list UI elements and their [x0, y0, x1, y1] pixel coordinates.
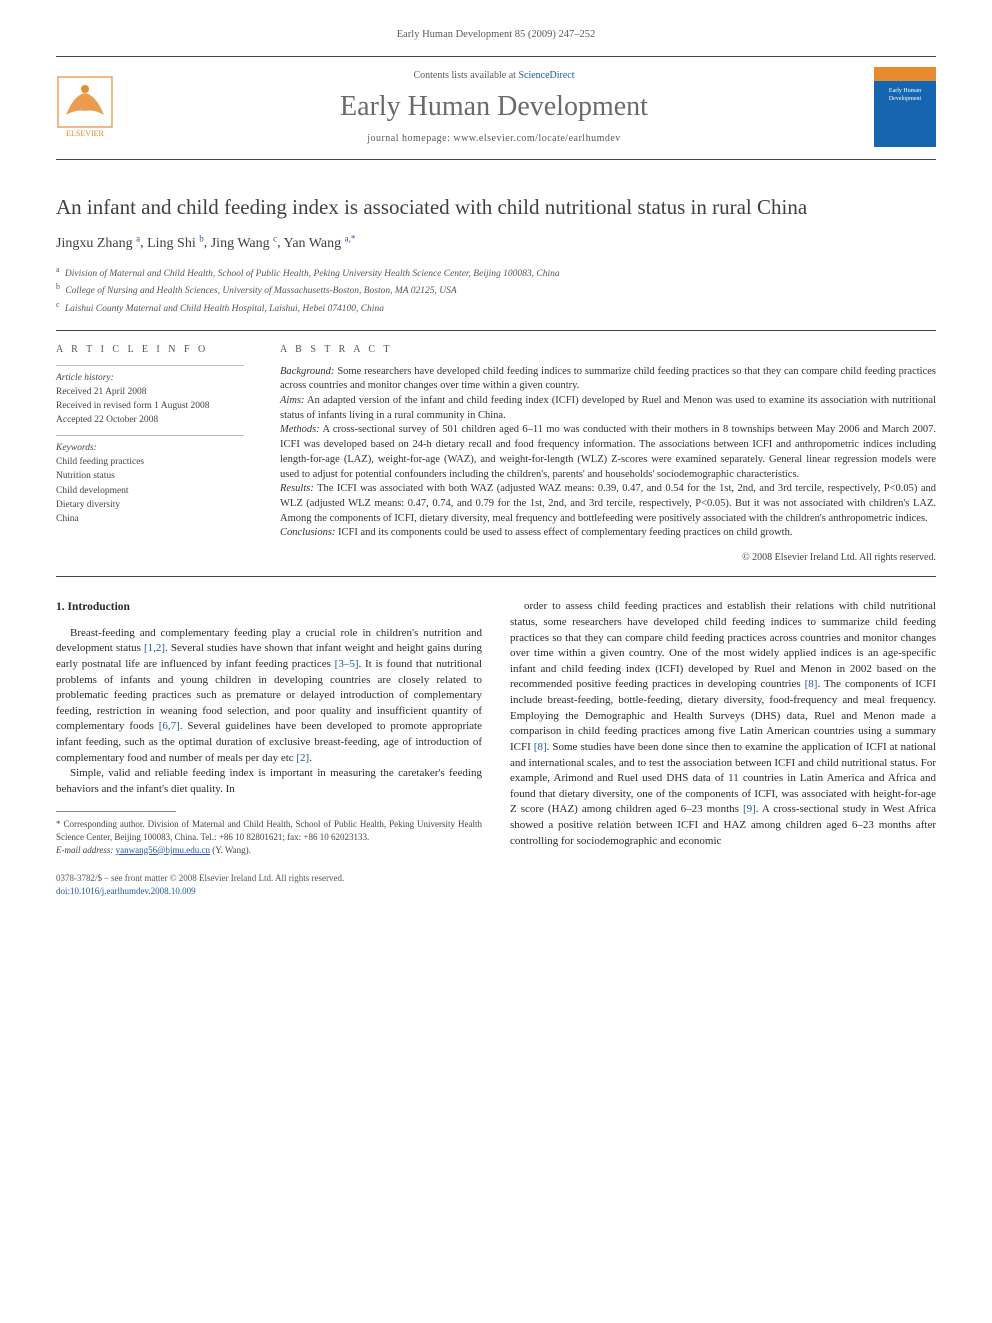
journal-name: Early Human Development — [132, 88, 856, 126]
footnote-separator — [56, 811, 176, 812]
abstract-section: Background: Some researchers have develo… — [280, 365, 936, 394]
author: Jingxu Zhang a — [56, 236, 140, 251]
journal-reference: Early Human Development 85 (2009) 247–25… — [56, 28, 936, 42]
history-line: Received 21 April 2008 — [56, 385, 244, 399]
elsevier-logo: ELSEVIER — [56, 75, 114, 139]
citation[interactable]: [1,2] — [144, 642, 165, 654]
journal-cover-thumbnail: Early Human Development — [874, 67, 936, 147]
affiliation-list: a Division of Maternal and Child Health,… — [56, 264, 936, 316]
journal-header: ELSEVIER Contents lists available at Sci… — [56, 56, 936, 160]
abstract-section: Methods: A cross-sectional survey of 501… — [280, 423, 936, 482]
body-right-column: order to assess child feeding practices … — [510, 599, 936, 856]
citation[interactable]: [8] — [534, 741, 547, 753]
citation[interactable]: [3–5] — [335, 658, 359, 670]
history-line: Accepted 22 October 2008 — [56, 413, 244, 427]
keywords-list: Child feeding practicesNutrition statusC… — [56, 455, 244, 526]
abstract-body: Background: Some researchers have develo… — [280, 365, 936, 541]
contents-list-line: Contents lists available at ScienceDirec… — [132, 69, 856, 83]
sciencedirect-link[interactable]: ScienceDirect — [518, 70, 574, 81]
keyword: China — [56, 512, 244, 526]
section-heading: 1. Introduction — [56, 599, 482, 615]
citation[interactable]: [2] — [296, 752, 309, 764]
abstract-section: Results: The ICFI was associated with bo… — [280, 482, 936, 526]
keyword: Nutrition status — [56, 469, 244, 483]
svg-text:ELSEVIER: ELSEVIER — [66, 129, 104, 138]
author-email-link[interactable]: yanwang56@bjmu.edu.cn — [116, 845, 210, 855]
article-info-heading: A R T I C L E I N F O — [56, 343, 244, 357]
page-footer: 0378-3782/$ – see front matter © 2008 El… — [56, 872, 936, 897]
article-info-column: A R T I C L E I N F O Article history: R… — [56, 331, 260, 576]
citation[interactable]: [9] — [743, 803, 756, 815]
issn-line: 0378-3782/$ – see front matter © 2008 El… — [56, 872, 936, 885]
abstract-copyright: © 2008 Elsevier Ireland Ltd. All rights … — [280, 551, 936, 565]
author: Jing Wang c — [211, 236, 277, 251]
keyword: Child feeding practices — [56, 455, 244, 469]
body-paragraph: Simple, valid and reliable feeding index… — [56, 766, 482, 797]
keyword: Child development — [56, 484, 244, 498]
email-author-suffix: (Y. Wang). — [212, 845, 251, 855]
email-label: E-mail address: — [56, 845, 113, 855]
author: Ling Shi b — [147, 236, 204, 251]
abstract-column: A B S T R A C T Background: Some researc… — [260, 331, 936, 576]
journal-homepage: journal homepage: www.elsevier.com/locat… — [132, 132, 856, 146]
article-title: An infant and child feeding index is ass… — [56, 194, 936, 220]
abstract-section: Aims: An adapted version of the infant a… — [280, 394, 936, 423]
article-history: Received 21 April 2008Received in revise… — [56, 385, 244, 428]
history-line: Received in revised form 1 August 2008 — [56, 399, 244, 413]
body-paragraph: Breast-feeding and complementary feeding… — [56, 626, 482, 766]
doi-link[interactable]: doi:10.1016/j.earlhumdev.2008.10.009 — [56, 885, 936, 898]
affiliation: b College of Nursing and Health Sciences… — [56, 281, 936, 298]
keywords-label: Keywords: — [56, 435, 244, 455]
body-left-column: 1. Introduction Breast-feeding and compl… — [56, 599, 482, 856]
author: Yan Wang a,* — [284, 236, 356, 251]
abstract-heading: A B S T R A C T — [280, 343, 936, 357]
citation[interactable]: [6,7] — [159, 720, 180, 732]
keyword: Dietary diversity — [56, 498, 244, 512]
body-paragraph: order to assess child feeding practices … — [510, 599, 936, 849]
corresponding-author-footnote: * Corresponding author. Division of Mate… — [56, 818, 482, 856]
author-list: Jingxu Zhang a, Ling Shi b, Jing Wang c,… — [56, 232, 936, 254]
citation[interactable]: [8] — [805, 678, 818, 690]
affiliation: a Division of Maternal and Child Health,… — [56, 264, 936, 281]
affiliation: c Laishui County Maternal and Child Heal… — [56, 299, 936, 316]
abstract-section: Conclusions: ICFI and its components cou… — [280, 526, 936, 541]
article-history-label: Article history: — [56, 365, 244, 385]
